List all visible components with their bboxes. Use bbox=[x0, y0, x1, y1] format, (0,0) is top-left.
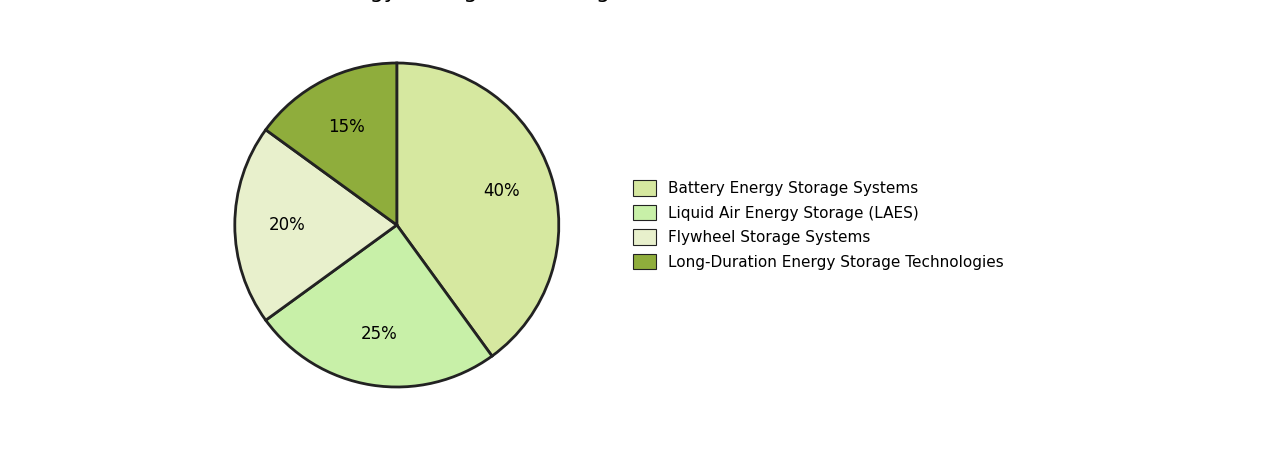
Text: 40%: 40% bbox=[484, 182, 520, 200]
Wedge shape bbox=[266, 63, 397, 225]
Text: 25%: 25% bbox=[361, 325, 398, 343]
Wedge shape bbox=[266, 225, 492, 387]
Wedge shape bbox=[397, 63, 559, 356]
Text: 15%: 15% bbox=[329, 118, 365, 136]
Title: Distribution of Energy Storage Technologies: Distribution of Energy Storage Technolog… bbox=[152, 0, 641, 2]
Wedge shape bbox=[234, 130, 397, 320]
Legend: Battery Energy Storage Systems, Liquid Air Energy Storage (LAES), Flywheel Stora: Battery Energy Storage Systems, Liquid A… bbox=[627, 174, 1010, 276]
Text: 20%: 20% bbox=[269, 216, 305, 234]
